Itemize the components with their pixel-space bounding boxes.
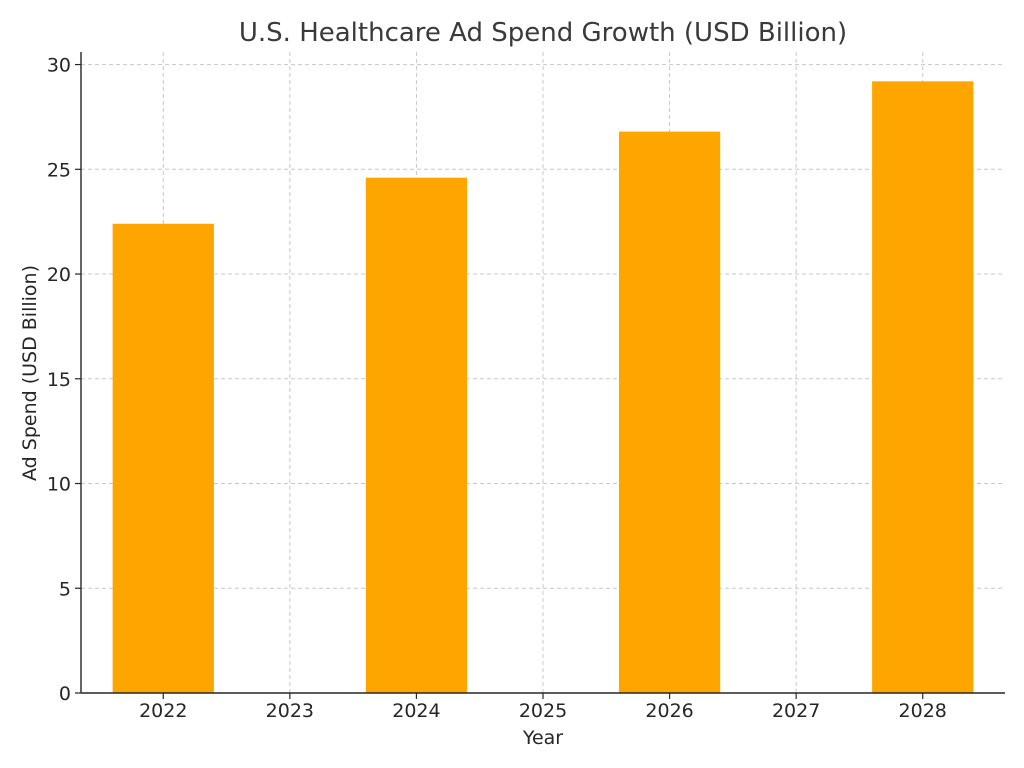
y-axis-label: Ad Spend (USD Billion) [19,265,41,481]
y-tick-label: 15 [47,369,71,391]
x-tick-label: 2025 [519,700,567,722]
bar-2024 [365,177,468,693]
x-tick-label: 2027 [772,700,820,722]
y-tick-label: 0 [59,683,71,705]
bars [112,81,974,694]
x-tick-label: 2028 [899,700,947,722]
x-tick-label: 2022 [139,700,187,722]
x-tick-label: 2023 [266,700,314,722]
chart-title: U.S. Healthcare Ad Spend Growth (USD Bil… [239,18,847,48]
x-axis-label: Year [522,727,563,749]
y-tick-label: 5 [59,578,71,600]
axes [80,52,1005,694]
y-tick-label: 20 [47,264,71,286]
x-tick-label: 2026 [645,700,693,722]
bar-2028 [872,81,974,694]
y-tick-label: 25 [47,159,71,181]
grid [81,52,1005,693]
x-tick-label: 2024 [392,700,440,722]
y-tick-label: 30 [47,55,71,77]
y-tick-label: 10 [47,474,71,496]
bar-2026 [618,131,721,693]
bar-2022 [112,223,214,693]
